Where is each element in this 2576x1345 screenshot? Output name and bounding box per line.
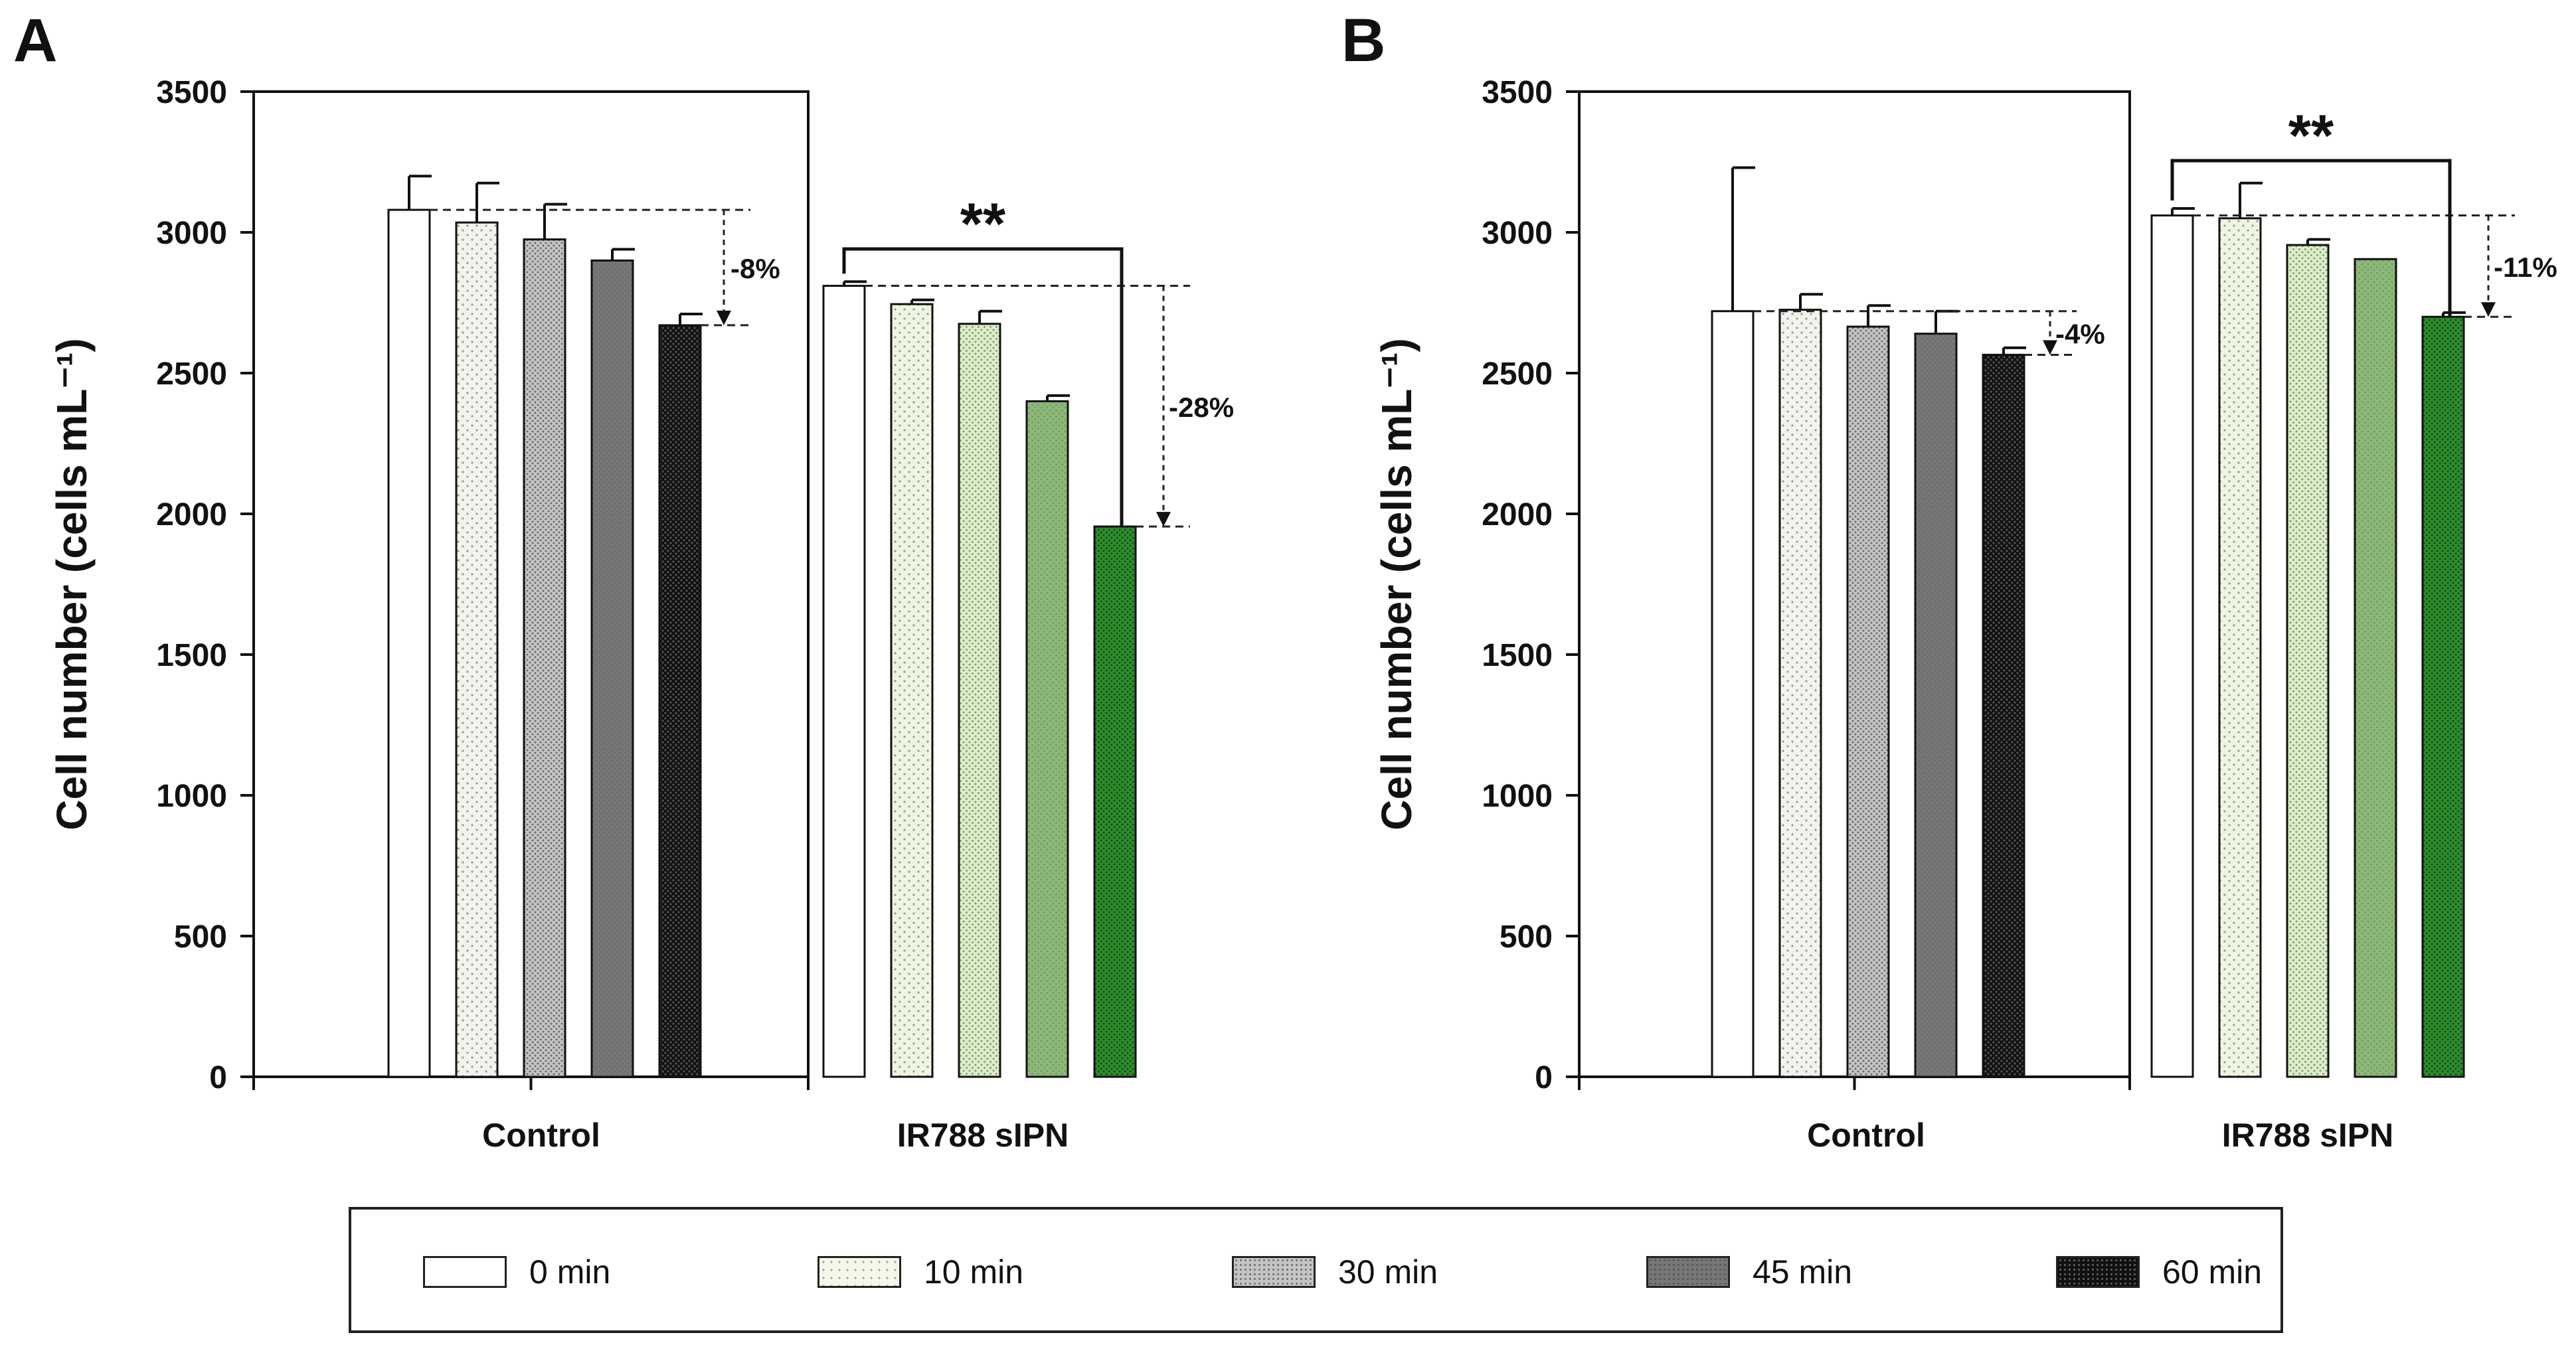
legend-swatch-30min (1232, 1256, 1316, 1288)
legend-swatch-45min (1646, 1256, 1730, 1288)
y-tick-label-3000: 3000 (1482, 216, 1553, 251)
y-tick-label-500: 500 (174, 919, 227, 955)
legend-swatch-60min (2056, 1256, 2140, 1288)
x-tick-label-control: Control (1807, 1117, 1925, 1154)
y-tick-label-1500: 1500 (1482, 638, 1553, 673)
bar-control-60-min (658, 324, 702, 1078)
y-axis-label: Cell number (cells mL⁻¹) (48, 338, 96, 830)
bar-ir788-sipn-45-min (1025, 400, 1069, 1078)
bar-control-10-min (1778, 309, 1822, 1078)
bar-control-45-min (590, 259, 634, 1078)
legend-item-60min: 60 min (2056, 1253, 2263, 1291)
change-arrow-head-control (2043, 340, 2057, 355)
y-axis-label: Cell number (cells mL⁻¹) (1373, 338, 1420, 830)
y-tick-label-3500: 3500 (156, 75, 227, 110)
bar-control-30-min (523, 238, 566, 1078)
legend-swatch-10min (817, 1256, 901, 1288)
bar-control-60-min (1982, 353, 2025, 1078)
legend-label-10min: 10 min (924, 1253, 1024, 1291)
change-percent-ir788-sipn: -11% (2494, 252, 2557, 283)
legend: 0 min 10 min 30 min 45 min 60 min (349, 1207, 2283, 1333)
legend-item-30min: 30 min (1232, 1253, 1438, 1291)
y-tick-label-500: 500 (1500, 919, 1553, 955)
y-tick-label-2000: 2000 (1482, 497, 1553, 532)
legend-label-60min: 60 min (2162, 1253, 2263, 1291)
y-tick-label-3500: 3500 (1482, 75, 1553, 110)
change-arrow-head-ir788-sipn (1156, 512, 1171, 527)
bar-ir788-sipn-0-min (822, 285, 866, 1078)
change-percent-ir788-sipn: -28% (1169, 392, 1234, 423)
change-arrow-head-control (717, 310, 731, 325)
y-tick-label-0: 0 (1535, 1060, 1553, 1095)
change-percent-control: -4% (2055, 319, 2105, 350)
y-tick-label-2000: 2000 (156, 497, 227, 532)
bar-ir788-sipn-10-min (2218, 217, 2262, 1078)
significance-stars: ** (960, 191, 1006, 256)
bar-ir788-sipn-0-min (2150, 214, 2194, 1078)
legend-label-30min: 30 min (1338, 1253, 1438, 1291)
bar-ir788-sipn-30-min (958, 323, 1001, 1078)
bar-control-0-min (1711, 310, 1755, 1078)
legend-item-0min: 0 min (423, 1253, 611, 1291)
bar-ir788-sipn-10-min (890, 303, 934, 1078)
change-percent-control: -8% (730, 253, 780, 284)
chart-panel-b: 0 500 1000 1500 2000 2500 3000 3500 Control IR788… (1373, 75, 2557, 1154)
panel-label-a: A (13, 7, 57, 74)
y-tick-label-0: 0 (209, 1060, 227, 1095)
x-tick-label-ir788-sipn: IR788 sIPN (897, 1117, 1069, 1154)
chart-panel-a: 0 500 1000 1500 2000 2500 3000 3500 Control IR788… (48, 75, 1234, 1154)
significance-bracket (842, 247, 1124, 527)
bar-control-0-min (387, 208, 431, 1078)
legend-item-45min: 45 min (1646, 1253, 1853, 1291)
significance-stars: ** (2288, 102, 2334, 168)
significance-bracket (2170, 159, 2452, 317)
y-tick-label-2500: 2500 (1482, 356, 1553, 392)
legend-item-10min: 10 min (817, 1253, 1024, 1291)
x-tick-label-control: Control (482, 1117, 600, 1154)
bar-ir788-sipn-60-min (1093, 525, 1137, 1078)
y-tick-label-1000: 1000 (156, 779, 227, 814)
legend-label-0min: 0 min (529, 1253, 611, 1291)
y-tick-label-3000: 3000 (156, 216, 227, 251)
change-arrow-head-ir788-sipn (2481, 302, 2496, 317)
y-tick-label-1000: 1000 (1482, 779, 1553, 814)
y-tick-label-1500: 1500 (156, 638, 227, 673)
bar-control-45-min (1914, 333, 1958, 1078)
panel-label-b: B (1341, 7, 1385, 74)
legend-swatch-0min (423, 1256, 507, 1288)
x-tick-label-ir788-sipn: IR788 sIPN (2222, 1117, 2393, 1154)
bar-control-10-min (455, 221, 499, 1078)
bar-control-30-min (1846, 325, 1890, 1078)
bar-ir788-sipn-30-min (2286, 244, 2330, 1078)
y-tick-label-2500: 2500 (156, 356, 227, 392)
bar-ir788-sipn-45-min (2354, 258, 2397, 1078)
bar-ir788-sipn-60-min (2421, 315, 2465, 1078)
legend-label-45min: 45 min (1753, 1253, 1853, 1291)
